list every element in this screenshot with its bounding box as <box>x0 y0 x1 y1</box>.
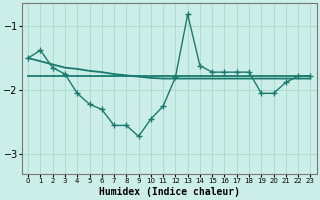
X-axis label: Humidex (Indice chaleur): Humidex (Indice chaleur) <box>99 186 240 197</box>
